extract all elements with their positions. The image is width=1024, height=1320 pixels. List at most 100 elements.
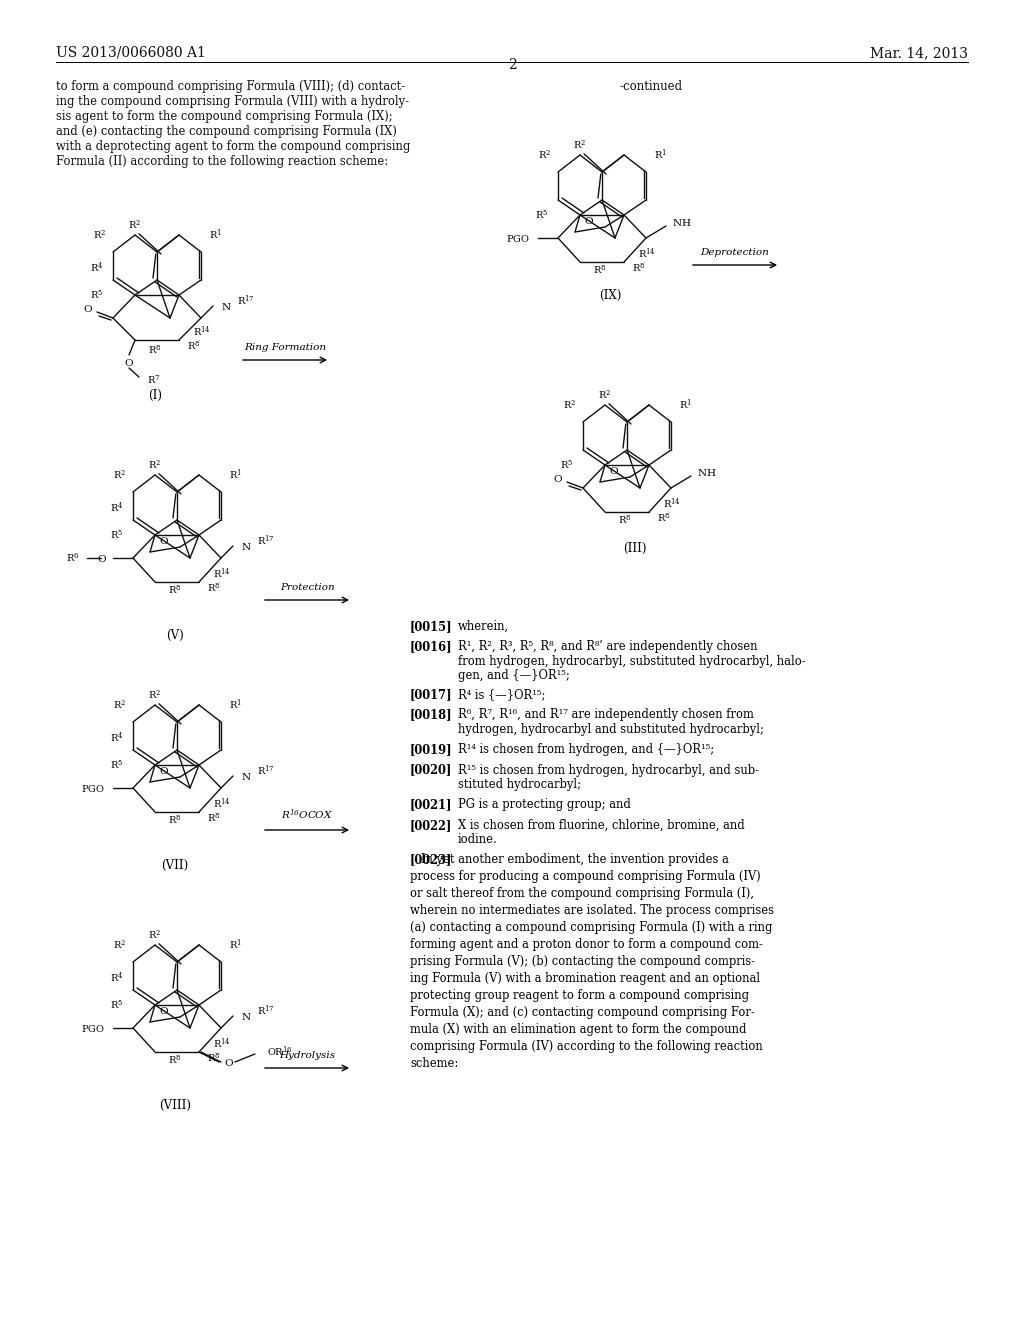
Text: $\mathregular{O}$: $\mathregular{O}$ [159, 1005, 169, 1015]
Text: $\mathregular{OR^{16}}$: $\mathregular{OR^{16}}$ [267, 1044, 293, 1059]
Text: $\mathregular{NH}$: $\mathregular{NH}$ [672, 216, 691, 227]
Text: $\mathregular{R^{17}}$: $\mathregular{R^{17}}$ [257, 533, 274, 548]
Text: (IX): (IX) [599, 289, 622, 301]
Text: In yet another embodiment, the invention provides a
process for producing a comp: In yet another embodiment, the invention… [410, 854, 774, 1071]
Text: $\mathregular{R^{14}}$: $\mathregular{R^{14}}$ [193, 325, 211, 339]
Text: $\mathregular{R^{8'}}$: $\mathregular{R^{8'}}$ [207, 581, 222, 595]
Text: $\mathregular{R^8}$: $\mathregular{R^8}$ [618, 513, 632, 527]
Text: $\mathregular{R^2}$: $\mathregular{R^2}$ [128, 219, 141, 231]
Text: $\mathregular{R^8}$: $\mathregular{R^8}$ [168, 813, 181, 826]
Text: [0018]: [0018] [410, 709, 453, 722]
Text: $\mathregular{N}$: $\mathregular{N}$ [221, 301, 231, 312]
Text: $\mathregular{R^4}$: $\mathregular{R^4}$ [111, 731, 124, 746]
Text: $\mathregular{R^{14}}$: $\mathregular{R^{14}}$ [663, 496, 681, 511]
Text: $\mathregular{R^8}$: $\mathregular{R^8}$ [168, 1053, 181, 1067]
Text: gen, and {—}OR¹⁵;: gen, and {—}OR¹⁵; [458, 669, 569, 682]
Text: $\mathregular{R^5}$: $\mathregular{R^5}$ [111, 529, 124, 541]
Text: $\mathregular{R^1}$: $\mathregular{R^1}$ [679, 397, 691, 412]
Text: $\mathregular{R^1}$: $\mathregular{R^1}$ [209, 227, 221, 243]
Text: $\mathregular{O}$: $\mathregular{O}$ [553, 473, 563, 483]
Text: (V): (V) [166, 628, 184, 642]
Text: [0022]: [0022] [410, 818, 453, 832]
Text: [0021]: [0021] [410, 799, 453, 812]
Text: Mar. 14, 2013: Mar. 14, 2013 [870, 46, 968, 59]
Text: [0015]: [0015] [410, 620, 453, 634]
Text: from hydrogen, hydrocarbyl, substituted hydrocarbyl, halo-: from hydrogen, hydrocarbyl, substituted … [458, 655, 806, 668]
Text: $\mathregular{R^1}$: $\mathregular{R^1}$ [228, 467, 242, 482]
Text: $\mathregular{R^7}$: $\mathregular{R^7}$ [147, 374, 161, 387]
Text: $\mathregular{R^2}$: $\mathregular{R^2}$ [114, 698, 127, 711]
Text: $\mathregular{R^2}$: $\mathregular{R^2}$ [598, 388, 611, 401]
Text: $\mathregular{R^2}$: $\mathregular{R^2}$ [539, 149, 552, 161]
Text: wherein,: wherein, [458, 620, 509, 634]
Text: $\mathregular{R^8}$: $\mathregular{R^8}$ [148, 343, 162, 356]
Text: $\mathregular{R^{14}}$: $\mathregular{R^{14}}$ [213, 566, 230, 581]
Text: PG is a protecting group; and: PG is a protecting group; and [458, 799, 631, 812]
Text: $\mathregular{N}$: $\mathregular{N}$ [241, 771, 252, 781]
Text: $\mathregular{R^4}$: $\mathregular{R^4}$ [90, 261, 103, 276]
Text: X is chosen from fluorine, chlorine, bromine, and: X is chosen from fluorine, chlorine, bro… [458, 818, 744, 832]
Text: $\mathregular{R^{8'}}$: $\mathregular{R^{8'}}$ [207, 1051, 222, 1065]
Text: -continued: -continued [620, 81, 683, 92]
Text: hydrogen, hydrocarbyl and substituted hydrocarbyl;: hydrogen, hydrocarbyl and substituted hy… [458, 723, 764, 737]
Text: $\mathregular{R^{14}}$: $\mathregular{R^{14}}$ [638, 247, 655, 261]
Text: $\mathregular{R^2}$: $\mathregular{R^2}$ [148, 689, 162, 701]
Text: $\mathregular{R^5}$: $\mathregular{R^5}$ [111, 759, 124, 771]
Text: $\mathregular{R^2}$: $\mathregular{R^2}$ [93, 228, 106, 242]
Text: stituted hydrocarbyl;: stituted hydrocarbyl; [458, 777, 581, 791]
Text: $\mathregular{R^{8'}}$: $\mathregular{R^{8'}}$ [207, 810, 222, 825]
Text: $\mathregular{PGO}$: $\mathregular{PGO}$ [81, 1023, 105, 1034]
Text: R¹⁵ is chosen from hydrogen, hydrocarbyl, and sub-: R¹⁵ is chosen from hydrogen, hydrocarbyl… [458, 763, 759, 776]
Text: $\mathregular{R^{8'}}$: $\mathregular{R^{8'}}$ [187, 339, 202, 354]
Text: $\mathregular{NH}$: $\mathregular{NH}$ [697, 466, 717, 478]
Text: $\mathregular{PGO}$: $\mathregular{PGO}$ [81, 783, 105, 793]
Text: $\mathregular{R^1}$: $\mathregular{R^1}$ [653, 148, 667, 162]
Text: $\mathregular{R^4}$: $\mathregular{R^4}$ [111, 500, 124, 515]
Text: $\mathregular{R^5}$: $\mathregular{R^5}$ [111, 999, 124, 1011]
Text: 2: 2 [508, 58, 516, 73]
Text: Ring Formation: Ring Formation [244, 343, 326, 352]
Text: (III): (III) [624, 541, 647, 554]
Text: $\mathregular{O}$: $\mathregular{O}$ [124, 356, 134, 367]
Text: iodine.: iodine. [458, 833, 498, 846]
Text: Protection: Protection [280, 583, 334, 591]
Text: $\mathregular{N}$: $\mathregular{N}$ [241, 540, 252, 552]
Text: [0017]: [0017] [410, 688, 453, 701]
Text: $\mathregular{R^4}$: $\mathregular{R^4}$ [111, 970, 124, 985]
Text: (VII): (VII) [162, 858, 188, 871]
Text: to form a compound comprising Formula (VIII); (d) contact-
ing the compound comp: to form a compound comprising Formula (V… [56, 81, 411, 168]
Text: $\mathregular{R^1}$: $\mathregular{R^1}$ [228, 937, 242, 952]
Text: $\mathregular{R^{16}}$OCOX: $\mathregular{R^{16}}$OCOX [281, 808, 333, 822]
Text: R⁴ is {—}OR¹⁵;: R⁴ is {—}OR¹⁵; [458, 688, 546, 701]
Text: $\mathregular{R^{8'}}$: $\mathregular{R^{8'}}$ [632, 261, 647, 276]
Text: $\mathregular{O}$: $\mathregular{O}$ [224, 1056, 234, 1068]
Text: (VIII): (VIII) [159, 1098, 191, 1111]
Text: [0019]: [0019] [410, 743, 453, 756]
Text: $\mathregular{R^5}$: $\mathregular{R^5}$ [90, 289, 103, 301]
Text: $\mathregular{O}$: $\mathregular{O}$ [584, 214, 594, 226]
Text: $\mathregular{R^2}$: $\mathregular{R^2}$ [114, 469, 127, 482]
Text: [0016]: [0016] [410, 640, 453, 653]
Text: US 2013/0066080 A1: US 2013/0066080 A1 [56, 46, 206, 59]
Text: $\mathregular{R^{14}}$: $\mathregular{R^{14}}$ [213, 797, 230, 812]
Text: $\mathregular{R^8}$: $\mathregular{R^8}$ [593, 264, 606, 276]
Text: $\mathregular{R^6}$: $\mathregular{R^6}$ [66, 552, 79, 565]
Text: R¹, R², R³, R⁵, R⁸, and R⁸ʹ are independently chosen: R¹, R², R³, R⁵, R⁸, and R⁸ʹ are independ… [458, 640, 758, 653]
Text: $\mathregular{O}$: $\mathregular{O}$ [159, 764, 169, 776]
Text: $\mathregular{R^2}$: $\mathregular{R^2}$ [148, 459, 162, 471]
Text: $\mathregular{O}$: $\mathregular{O}$ [83, 302, 93, 314]
Text: Hydrolysis: Hydrolysis [279, 1051, 335, 1060]
Text: $\mathregular{R^2}$: $\mathregular{R^2}$ [573, 139, 587, 152]
Text: $\mathregular{R^5}$: $\mathregular{R^5}$ [560, 459, 573, 471]
Text: $\mathregular{R^{8'}}$: $\mathregular{R^{8'}}$ [657, 511, 672, 525]
Text: $\mathregular{O}$: $\mathregular{O}$ [159, 535, 169, 545]
Text: $\mathregular{R^1}$: $\mathregular{R^1}$ [228, 698, 242, 713]
Text: Deprotection: Deprotection [700, 248, 769, 257]
Text: (I): (I) [148, 388, 162, 401]
Text: $\mathregular{PGO}$: $\mathregular{PGO}$ [506, 232, 530, 243]
Text: [0020]: [0020] [410, 763, 453, 776]
Text: $\mathregular{R^2}$: $\mathregular{R^2}$ [563, 399, 577, 412]
Text: $\mathregular{N}$: $\mathregular{N}$ [241, 1011, 252, 1022]
Text: $\mathregular{R^{17}}$: $\mathregular{R^{17}}$ [257, 764, 274, 779]
Text: $\mathregular{R^{17}}$: $\mathregular{R^{17}}$ [257, 1003, 274, 1018]
